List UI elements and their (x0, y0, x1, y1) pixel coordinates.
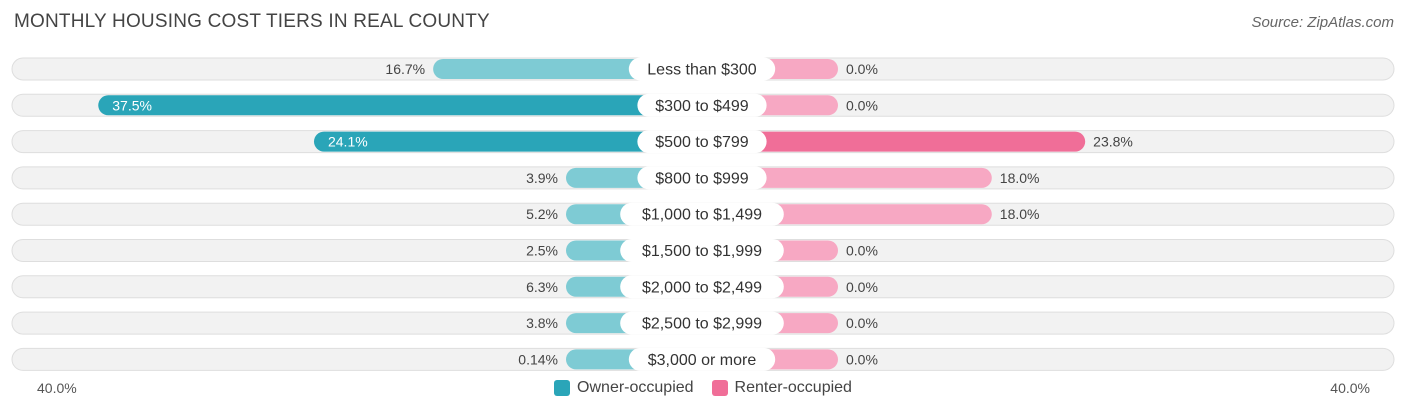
owner-bar (98, 95, 702, 116)
owner-value-label: 2.5% (526, 243, 558, 259)
category-label: $800 to $999 (655, 170, 749, 187)
owner-value-label: 5.2% (526, 206, 558, 222)
category-pill (637, 166, 767, 190)
category-pill (628, 347, 776, 371)
legend-item-owner: Owner-occupied (554, 379, 694, 397)
owner-value-label: 37.5% (112, 97, 152, 113)
axis-left-label: 40.0% (37, 380, 77, 396)
renter-value-label: 18.0% (1000, 206, 1040, 222)
renter-value-label: 0.0% (846, 351, 878, 367)
legend-owner-label: Owner-occupied (577, 379, 694, 396)
owner-value-label: 3.9% (526, 170, 558, 186)
owner-value-label: 0.14% (518, 351, 558, 367)
owner-bar (313, 131, 702, 152)
legend-renter-label: Renter-occupied (734, 379, 852, 396)
chart-title: MONTHLY HOUSING COST TIERS IN REAL COUNT… (14, 11, 490, 32)
renter-value-label: 0.0% (846, 97, 878, 113)
category-pill (620, 311, 784, 335)
legend: Owner-occupied Renter-occupied (0, 379, 1406, 397)
renter-value-label: 0.0% (846, 61, 878, 77)
category-pill (620, 275, 784, 299)
owner-swatch (554, 380, 571, 396)
category-pill (637, 93, 767, 117)
owner-value-label: 16.7% (385, 61, 425, 77)
owner-value-label: 6.3% (526, 279, 558, 295)
legend-item-renter: Renter-occupied (711, 379, 852, 397)
renter-bar (702, 167, 992, 188)
category-label: $1,000 to $1,499 (642, 207, 762, 224)
renter-bar (702, 131, 1086, 152)
owner-value-label: 24.1% (328, 134, 368, 150)
renter-value-label: 0.0% (846, 243, 878, 259)
renter-value-label: 23.8% (1093, 134, 1133, 150)
axis-right-label: 40.0% (1330, 380, 1370, 396)
owner-value-label: 3.8% (526, 315, 558, 331)
category-pill (628, 57, 776, 81)
renter-value-label: 0.0% (846, 315, 878, 331)
source-label: Source: ZipAtlas.com (1251, 14, 1394, 31)
renter-swatch (711, 380, 728, 396)
category-label: $1,500 to $1,999 (642, 243, 762, 260)
renter-value-label: 0.0% (846, 279, 878, 295)
renter-value-label: 18.0% (1000, 170, 1040, 186)
category-pill (620, 202, 784, 226)
category-label: $300 to $499 (655, 98, 749, 115)
category-pill (637, 130, 767, 154)
category-label: $2,500 to $2,999 (642, 316, 762, 333)
category-label: $500 to $799 (655, 134, 749, 151)
category-label: Less than $300 (647, 62, 757, 79)
category-label: $3,000 or more (648, 352, 757, 369)
category-label: $2,000 to $2,499 (642, 279, 762, 296)
category-pill (620, 239, 784, 262)
